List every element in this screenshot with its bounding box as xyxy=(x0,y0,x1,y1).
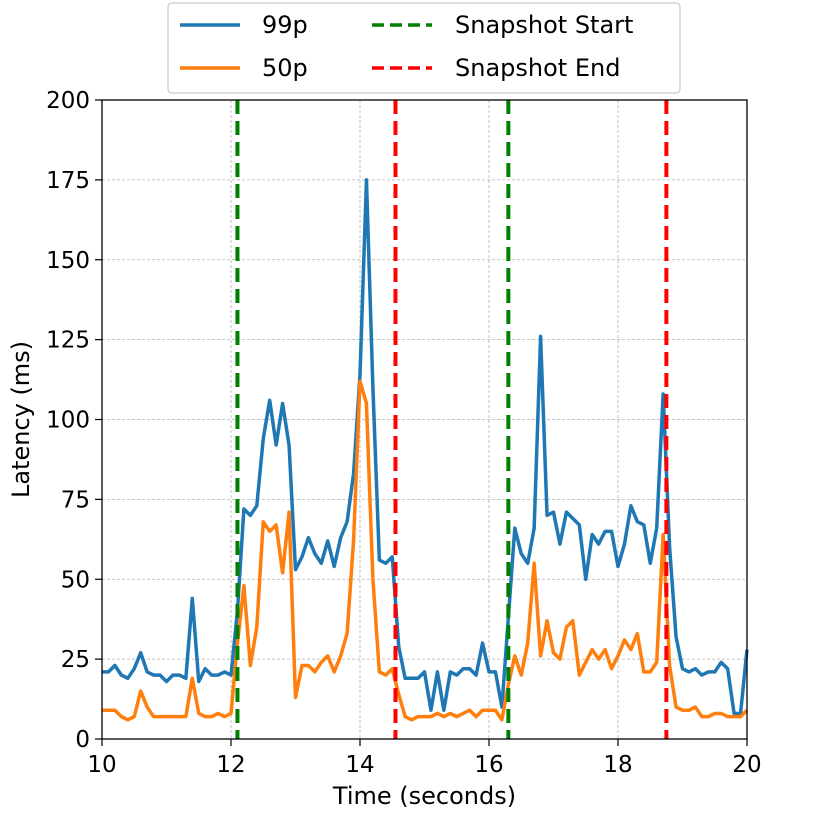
y-tick-label: 0 xyxy=(75,727,90,753)
x-tick-label: 14 xyxy=(345,752,374,778)
y-tick-label: 25 xyxy=(61,647,90,673)
y-axis-ticks: 0 25 50 75 100 125 150 175 200 xyxy=(46,88,102,753)
x-tick-label: 12 xyxy=(216,752,245,778)
y-tick-label: 100 xyxy=(46,408,90,434)
legend-label-snapshot-end: Snapshot End xyxy=(455,54,620,82)
x-tick-label: 20 xyxy=(732,752,761,778)
y-tick-label: 150 xyxy=(46,248,90,274)
series-line-50p xyxy=(102,379,749,722)
x-axis-label: Time (seconds) xyxy=(332,782,516,810)
series-line-99p xyxy=(102,178,749,716)
grid-lines xyxy=(101,99,748,740)
legend-frame xyxy=(167,2,681,94)
x-axis-ticks: 10 12 14 16 18 20 xyxy=(87,739,762,778)
legend-label-50p: 50p xyxy=(262,54,308,82)
x-tick-label: 16 xyxy=(474,752,503,778)
x-tick-label: 18 xyxy=(603,752,632,778)
y-axis-label: Latency (ms) xyxy=(7,341,35,498)
legend-label-99p: 99p xyxy=(262,11,308,39)
legend-label-snapshot-start: Snapshot Start xyxy=(455,11,633,39)
plot-area xyxy=(102,100,749,739)
y-tick-label: 200 xyxy=(46,88,90,114)
y-tick-label: 75 xyxy=(61,487,90,513)
x-tick-label: 10 xyxy=(87,752,116,778)
legend: 99p 50p Snapshot Start Snapshot End xyxy=(167,2,681,94)
y-tick-label: 50 xyxy=(61,567,90,593)
y-tick-label: 175 xyxy=(46,168,90,194)
y-tick-label: 125 xyxy=(46,328,90,354)
